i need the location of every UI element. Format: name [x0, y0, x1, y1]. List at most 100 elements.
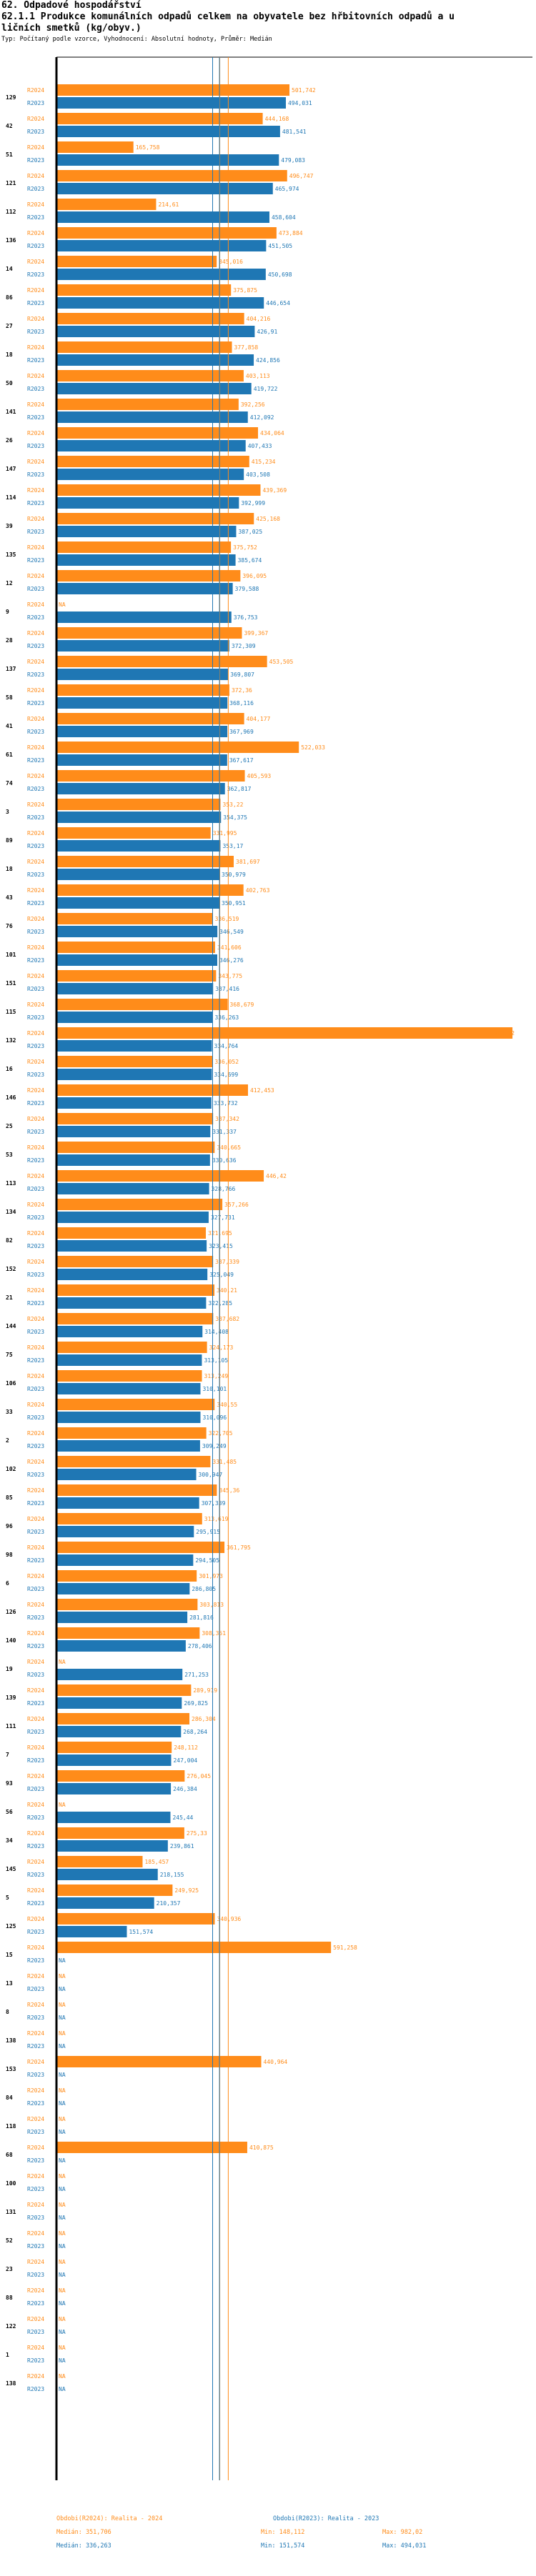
series-label-r2024: R2024	[27, 1230, 44, 1237]
row-label: 16	[6, 1066, 13, 1072]
series-label-r2024: R2024	[27, 773, 44, 779]
series-label-r2024: R2024	[27, 2373, 44, 2380]
bar-r2023	[56, 1640, 186, 1652]
row-label: 132	[6, 1037, 16, 1044]
series-label-r2024: R2024	[27, 1544, 44, 1551]
series-label-r2024: R2024	[27, 1316, 44, 1322]
series-label-r2024: R2024	[27, 1973, 44, 1980]
series-label-r2024: R2024	[27, 116, 44, 122]
series-label-r2024: R2024	[27, 1516, 44, 1522]
value-label-r2023: 354,375	[223, 814, 247, 821]
bar-r2024	[56, 341, 232, 353]
value-label-r2023: 246,384	[173, 1786, 197, 1792]
value-label-r2024: 410,875	[249, 2145, 274, 2151]
row-label: 5	[6, 1894, 9, 1901]
value-label-r2024: 372,36	[232, 687, 252, 694]
series-label-r2023: R2023	[27, 357, 44, 364]
row-label: 26	[6, 437, 13, 444]
bar-r2024	[56, 1627, 200, 1639]
na-label-r2023: NA	[59, 2215, 66, 2221]
bar-r2023	[56, 126, 280, 137]
value-label-r2023: 465,974	[275, 186, 299, 192]
bar-r2023	[56, 812, 222, 823]
series-label-r2023: R2023	[27, 1357, 44, 1364]
chart-title-line-2: ličních smetků (kg/obyv.)	[1, 23, 142, 34]
series-label-r2023: R2023	[27, 1243, 44, 1249]
value-label-r2023: 424,856	[256, 357, 280, 364]
row-label: 61	[6, 752, 13, 758]
series-label-r2024: R2024	[27, 1287, 44, 1294]
bar-r2024	[56, 1599, 198, 1610]
row-label: 58	[6, 694, 13, 701]
value-label-r2023: 385,674	[238, 557, 262, 564]
bar-r2023	[56, 1069, 212, 1080]
value-label-r2024: 331,995	[213, 830, 237, 837]
bar-r2023	[56, 1012, 213, 1023]
series-label-r2024: R2024	[27, 373, 44, 379]
row-label: 106	[6, 1380, 16, 1387]
series-label-r2023: R2023	[27, 1300, 44, 1307]
value-label-r2024: 343,775	[218, 973, 242, 979]
row-label: 53	[6, 1152, 13, 1158]
row-label: 82	[6, 1237, 13, 1244]
series-label-r2024: R2024	[27, 1402, 44, 1408]
row-label: 134	[6, 1209, 16, 1215]
series-label-r2023: R2023	[27, 586, 44, 592]
series-label-r2024: R2024	[27, 630, 44, 636]
value-label-r2023: 403,508	[246, 471, 270, 478]
series-label-r2023: R2023	[27, 1843, 44, 1849]
bar-r2024	[56, 570, 241, 581]
row-label: 74	[6, 780, 13, 787]
series-label-r2024: R2024	[27, 1002, 44, 1008]
value-label-r2023: 314,408	[204, 1329, 229, 1335]
chart-type-description: Typ: Počítaný podle vzorce, Vyhodnocení:…	[1, 36, 272, 43]
series-label-r2024: R2024	[27, 2116, 44, 2122]
series-label-r2024: R2024	[27, 2316, 44, 2322]
value-label-r2024: 313,249	[204, 1373, 229, 1379]
row-label: 100	[6, 2180, 16, 2187]
series-label-r2023: R2023	[27, 329, 44, 335]
bar-r2023	[56, 211, 269, 223]
series-label-r2024: R2024	[27, 1859, 44, 1865]
bar-r2024	[56, 1370, 202, 1382]
bar-r2023	[56, 1783, 172, 1794]
series-label-r2023: R2023	[27, 1443, 44, 1449]
value-label-r2024: 214,61	[158, 201, 179, 208]
series-label-r2024: R2024	[27, 1087, 44, 1094]
series-label-r2023: R2023	[27, 2357, 44, 2364]
value-label-r2023: 367,969	[229, 729, 254, 735]
series-label-r2024: R2024	[27, 1916, 44, 1922]
series-label-r2024: R2024	[27, 1144, 44, 1151]
bar-r2024	[56, 113, 263, 124]
series-label-r2023: R2023	[27, 1529, 44, 1535]
series-label-r2024: R2024	[27, 430, 44, 436]
row-label: 135	[6, 551, 16, 558]
legend-r2023-min: Min: 151,574	[261, 2542, 304, 2550]
na-label-r2023: NA	[59, 2243, 66, 2250]
series-label-r2024: R2024	[27, 802, 44, 808]
series-label-r2023: R2023	[27, 443, 44, 449]
series-label-r2023: R2023	[27, 186, 44, 192]
bar-r2024	[56, 227, 277, 239]
value-label-r2023: 210,357	[157, 1900, 181, 1907]
bar-r2024	[56, 1942, 332, 1953]
value-label-r2023: 281,816	[189, 1614, 214, 1621]
bar-r2023	[56, 1926, 127, 1937]
series-label-r2023: R2023	[27, 757, 44, 764]
bar-r2024	[56, 1227, 207, 1239]
series-label-r2023: R2023	[27, 872, 44, 878]
value-label-r2023: 353,17	[222, 843, 243, 849]
row-label: 93	[6, 1780, 13, 1787]
value-label-r2023: 450,698	[268, 271, 292, 278]
series-label-r2023: R2023	[27, 729, 44, 735]
series-label-r2024: R2024	[27, 316, 44, 322]
value-label-r2024: 399,367	[244, 630, 268, 636]
bar-r2023	[56, 383, 252, 394]
value-label-r2023: 379,588	[235, 586, 259, 592]
row-label: 125	[6, 1923, 16, 1929]
series-label-r2024: R2024	[27, 573, 44, 579]
series-label-r2023: R2023	[27, 1672, 44, 1678]
bar-r2024	[56, 199, 157, 210]
bar-r2023	[56, 1383, 201, 1394]
value-label-r2023: 268,264	[183, 1729, 207, 1735]
